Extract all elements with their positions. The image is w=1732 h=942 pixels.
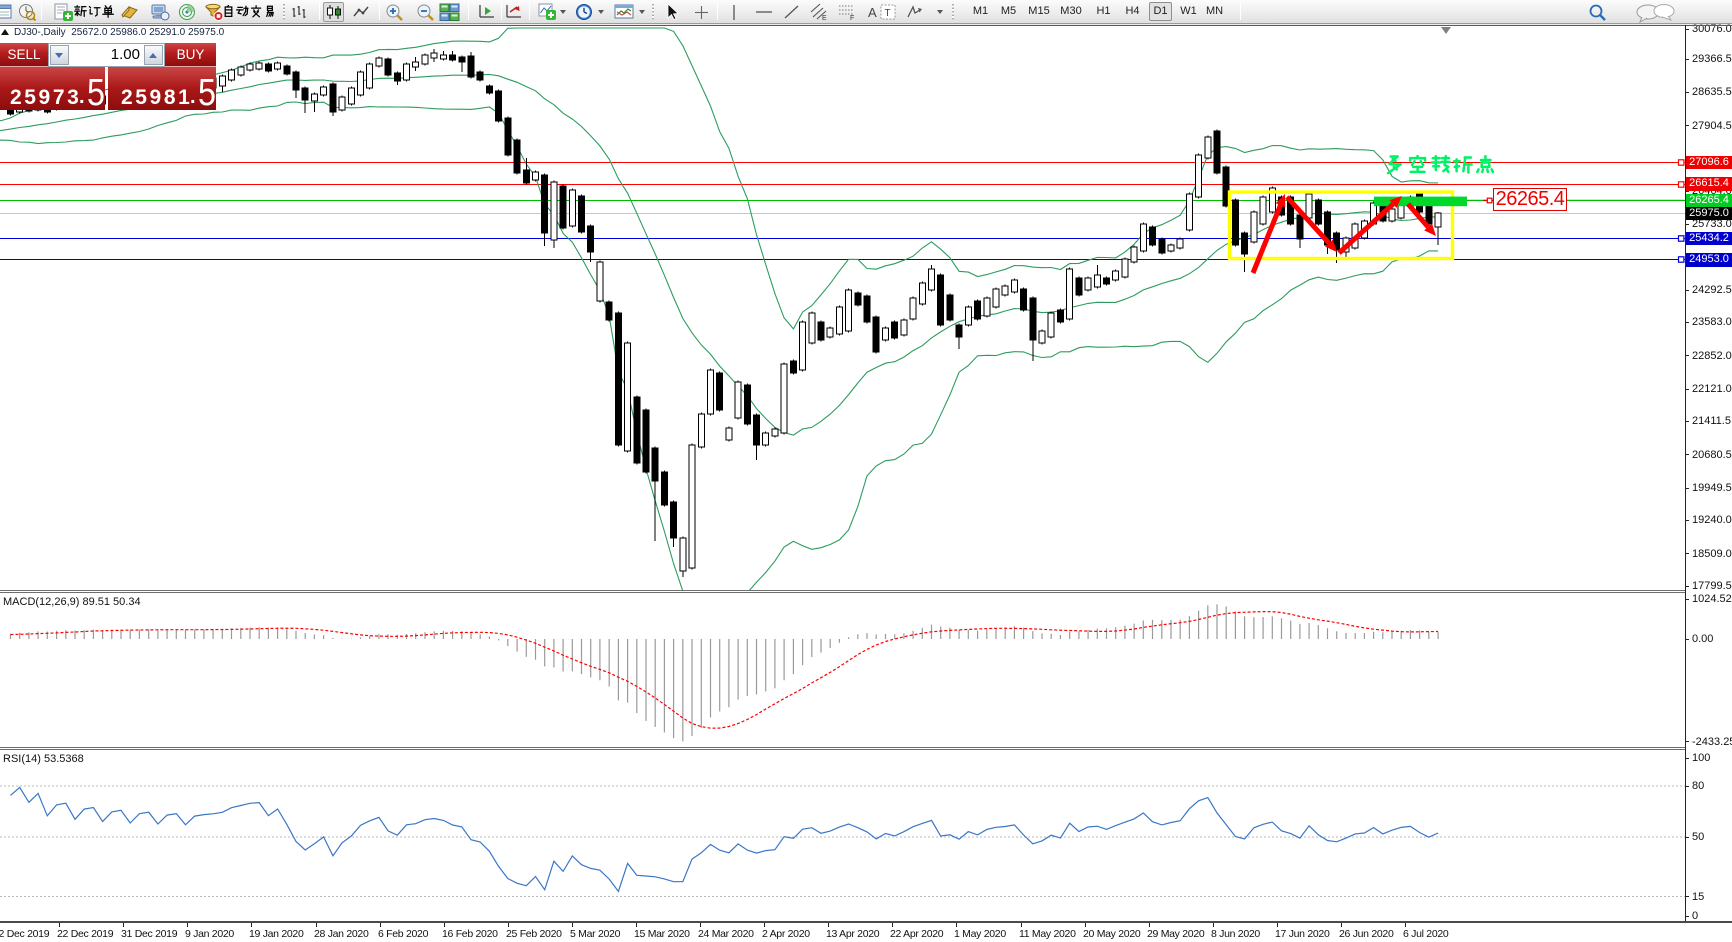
- svg-text:F: F: [850, 15, 854, 22]
- svg-text:E: E: [822, 15, 827, 22]
- svg-text:T: T: [885, 8, 891, 19]
